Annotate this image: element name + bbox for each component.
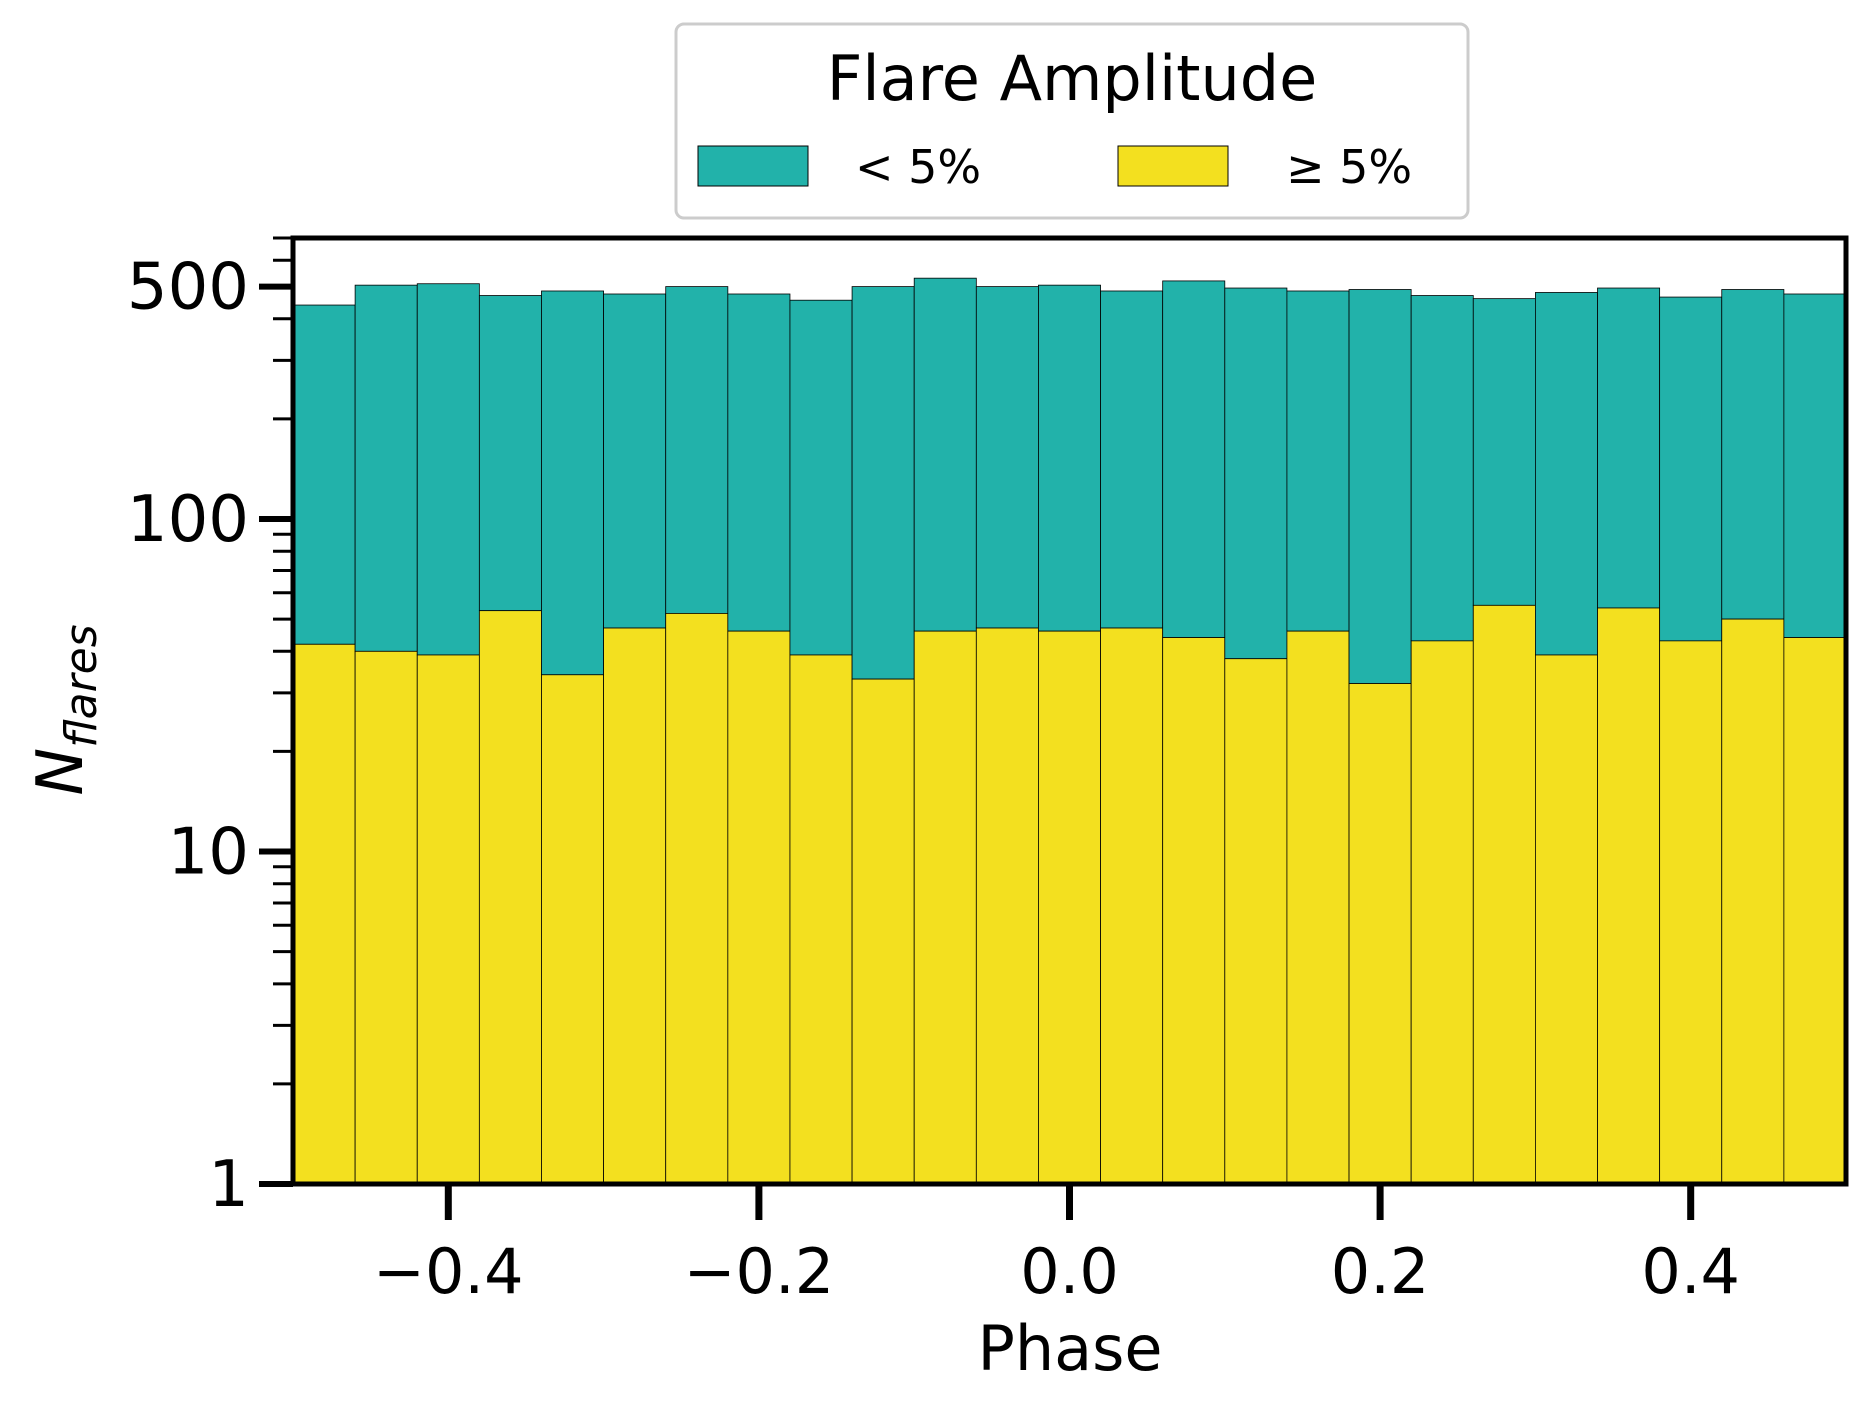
legend-title: Flare Amplitude [827, 42, 1318, 115]
y-tick-label: 1 [208, 1148, 249, 1222]
legend-swatch-large-flares [1117, 145, 1229, 187]
bar-large-flares [851, 678, 915, 1185]
bar-small-flares [1535, 292, 1598, 656]
bar-large-flares [1659, 640, 1723, 1185]
bar-large-flares [1535, 654, 1598, 1185]
bar-small-flares [789, 299, 853, 656]
bar-small-flares [1721, 289, 1785, 620]
bar-large-flares [1038, 630, 1101, 1185]
bar-small-flares [1286, 290, 1350, 632]
bar-large-flares [1224, 658, 1288, 1185]
bar-small-flares [665, 286, 729, 614]
legend-box [674, 22, 1470, 220]
y-axis: 1 10 100 500 [127, 236, 293, 1222]
bar-small-flares [416, 283, 480, 656]
bar-small-flares [1472, 298, 1536, 606]
bar-small-flares [1162, 280, 1226, 638]
x-tick-label: 0.4 [1641, 1235, 1740, 1308]
y-axis-label-base: N [24, 748, 98, 796]
bar-small-flares [603, 293, 667, 629]
bar-small-flares [1348, 289, 1412, 684]
bar-large-flares [603, 627, 667, 1185]
bar-large-flares [789, 654, 853, 1185]
bar-small-flares [913, 277, 977, 632]
x-tick-label: −0.2 [684, 1235, 835, 1308]
bar-large-flares [354, 650, 418, 1185]
legend: Flare Amplitude < 5% ≥ 5% [674, 22, 1470, 220]
bar-large-flares [1286, 630, 1350, 1185]
y-axis-label-subscript: flares [56, 624, 107, 747]
bar-large-flares [416, 654, 480, 1185]
bar-large-flares [1162, 637, 1226, 1185]
x-tick-label: 0.0 [1020, 1235, 1119, 1308]
bar-large-flares [1410, 640, 1474, 1185]
bar-small-flares [975, 286, 1039, 629]
bar-large-flares [1472, 604, 1536, 1185]
bar-small-flares [1659, 296, 1723, 642]
bar-large-flares [975, 627, 1039, 1185]
bar-small-flares [292, 304, 356, 645]
bar-small-flares [1100, 290, 1164, 629]
x-tick-label: −0.4 [373, 1235, 524, 1308]
bar-large-flares [1348, 683, 1412, 1185]
plot-frame [290, 235, 1849, 1187]
bar-small-flares [851, 286, 915, 680]
bar-large-flares [292, 643, 356, 1185]
bar-small-flares [1038, 284, 1101, 632]
x-tick-label: 0.2 [1331, 1235, 1430, 1308]
bar-large-flares [665, 613, 729, 1185]
bar-large-flares [478, 610, 542, 1185]
bar-large-flares [1721, 618, 1785, 1185]
legend-label-large-flares: ≥ 5% [1286, 140, 1412, 194]
bar-small-flares [1224, 287, 1288, 660]
y-tick-label: 500 [127, 251, 249, 325]
bars-layer [292, 277, 1847, 1185]
y-tick-label: 10 [168, 815, 249, 889]
bar-small-flares [354, 284, 418, 652]
bar-small-flares [541, 290, 604, 676]
bar-small-flares [1410, 295, 1474, 642]
bar-large-flares [1100, 627, 1164, 1185]
bar-large-flares [541, 674, 604, 1185]
x-axis: −0.4 −0.2 0.0 0.2 0.4 [373, 1184, 1740, 1308]
bar-large-flares [727, 630, 791, 1185]
x-axis-label: Phase [977, 1312, 1162, 1385]
bar-small-flares [727, 293, 791, 632]
legend-label-small-flares: < 5% [855, 140, 981, 194]
bar-large-flares [913, 630, 977, 1185]
bar-small-flares [478, 295, 542, 612]
bar-large-flares [1597, 607, 1661, 1185]
legend-swatch-small-flares [697, 145, 809, 187]
bar-small-flares [1597, 287, 1661, 609]
bar-large-flares [1783, 637, 1847, 1185]
y-tick-label: 100 [127, 483, 249, 557]
bar-small-flares [1783, 293, 1847, 638]
y-axis-label: Nflares [24, 624, 107, 795]
